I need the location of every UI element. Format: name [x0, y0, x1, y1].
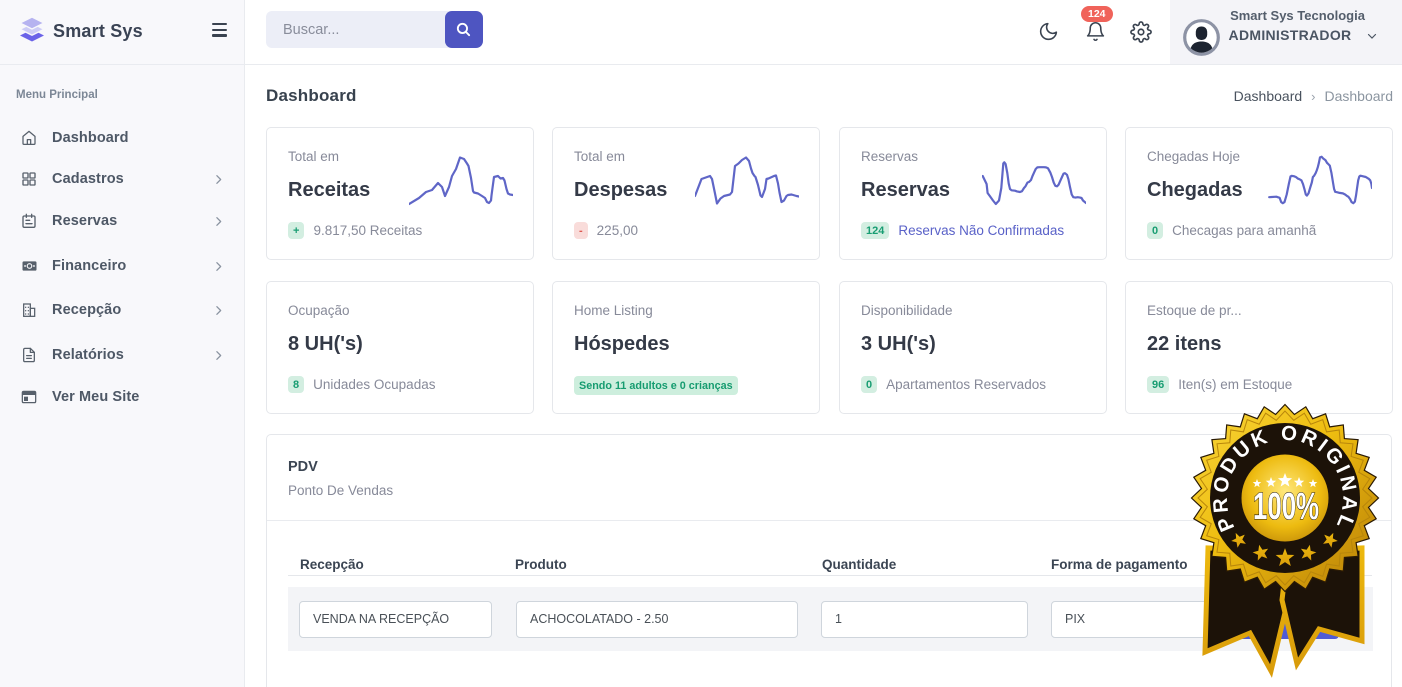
svg-text:100%: 100%	[1253, 485, 1319, 527]
